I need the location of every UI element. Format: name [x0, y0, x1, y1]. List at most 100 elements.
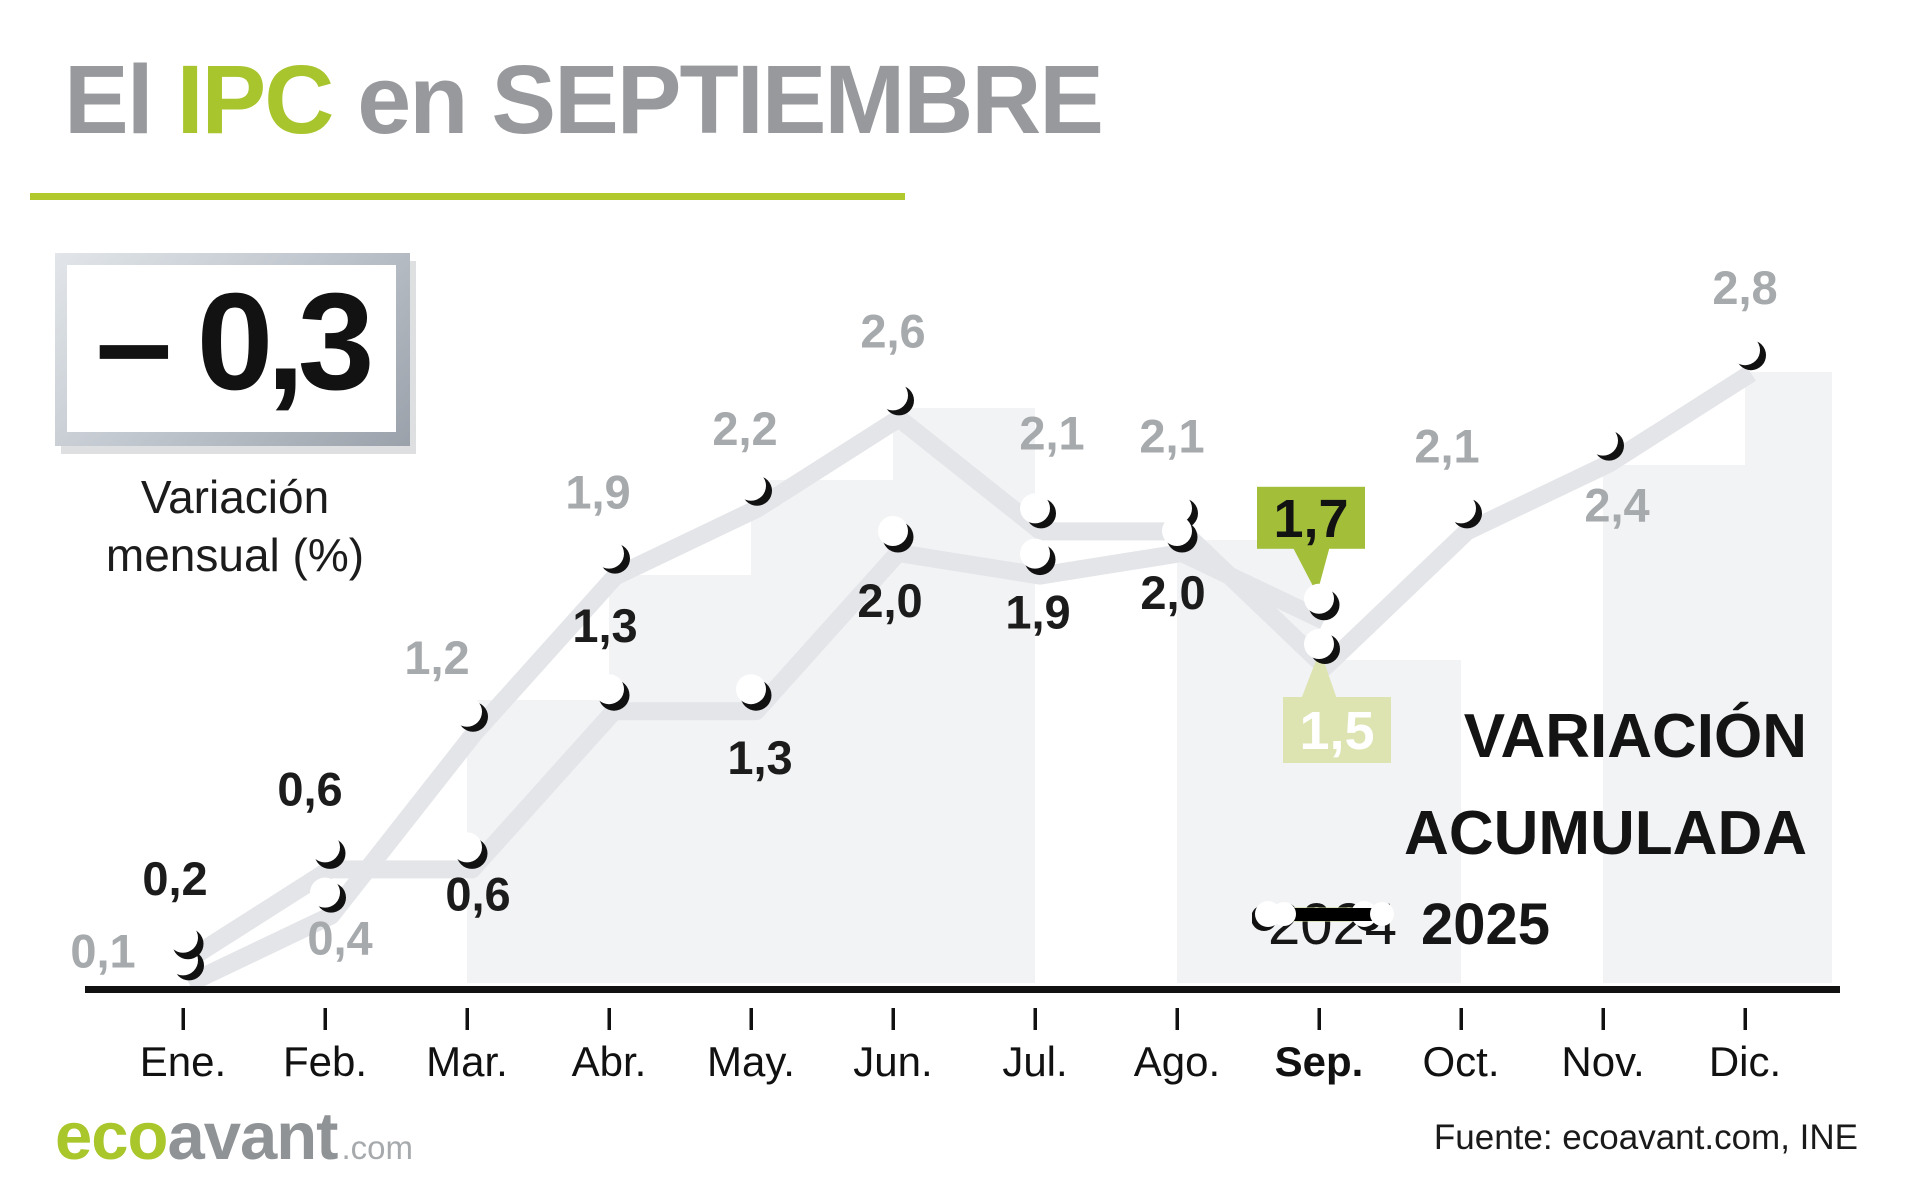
ghost-column: [751, 480, 893, 983]
value-label-2024-6: 2,1: [1019, 406, 1084, 459]
headline-label-line2: mensual (%): [105, 529, 365, 581]
logo-tld: .com: [341, 1129, 413, 1166]
x-axis-tick-4: [749, 1008, 753, 1030]
x-axis-tick-2: [465, 1008, 469, 1030]
value-label-2025-2: 0,6: [445, 867, 510, 920]
legend-sample-part: [1284, 908, 1382, 921]
logo-avant: avant: [167, 1099, 338, 1174]
month-label-Feb: Feb.: [283, 1038, 367, 1085]
legend-sample-part: [1272, 902, 1296, 926]
headline-value: – 0,3: [95, 265, 375, 419]
legend-title-line1: VARIACIÓN: [1463, 702, 1807, 771]
marker-2024-2: [452, 696, 482, 727]
marker-2024-7: [1162, 493, 1192, 524]
x-axis-tick-5: [891, 1008, 895, 1030]
month-label-Nov: Nov.: [1561, 1038, 1644, 1085]
marker-2025-0: [168, 922, 198, 953]
logo-eco: eco: [55, 1099, 168, 1174]
value-label-2025-1: 0,6: [277, 762, 342, 815]
marker-2024-4: [736, 470, 766, 501]
month-label-Ago: Ago.: [1134, 1038, 1220, 1085]
value-label-2024-1: 0,4: [307, 912, 372, 965]
x-axis-tick-1: [323, 1008, 327, 1030]
title-underline: [30, 193, 905, 200]
marker-2024-6: [1020, 493, 1050, 524]
month-label-Ene: Ene.: [140, 1038, 226, 1085]
ghost-column: [893, 408, 1035, 983]
ghost-column: [609, 575, 751, 983]
value-label-2025-7: 2,0: [1140, 566, 1205, 619]
legend-label-2025: 2025: [1421, 892, 1551, 957]
value-label-2024-4: 2,2: [712, 402, 777, 455]
x-axis-tick-7: [1175, 1008, 1179, 1030]
ghost-column: [1603, 465, 1745, 983]
line-2025-shadow: [183, 544, 1328, 968]
headline-number-box: – 0,3: [55, 253, 410, 446]
callout-1-5-label: 1,5: [1299, 701, 1374, 761]
marker-2025-1: [310, 832, 340, 863]
marker-2024-11: [1730, 335, 1760, 366]
value-label-2025-6: 1,9: [1005, 586, 1070, 639]
page-title: El IPC en SEPTIEMBRE: [64, 44, 1104, 156]
marker-2025-7: [1162, 516, 1192, 546]
legend-sample-part: [1370, 902, 1394, 926]
x-axis-line: [85, 986, 1840, 993]
value-label-2025-3: 1,3: [572, 599, 637, 652]
value-label-2024-9: 2,1: [1414, 419, 1479, 472]
callout-1-7-tail: [1292, 545, 1330, 594]
callout-1-5-tail: [1300, 650, 1338, 702]
ecoavant-logo: eco avant .com: [55, 1098, 413, 1175]
legend-row: 2024 2025: [1252, 891, 1550, 958]
marker-2024-8: [1304, 629, 1334, 659]
month-label-Dic: Dic.: [1709, 1038, 1781, 1085]
marker-2024-10: [1588, 425, 1618, 456]
x-axis-tick-8: [1317, 1008, 1321, 1030]
value-label-2024-10: 2,4: [1584, 479, 1649, 532]
title-highlight: IPC: [176, 45, 335, 154]
legend-title-line2: ACUMULADA: [1404, 799, 1807, 868]
marker-2025-6: [1020, 538, 1050, 569]
month-label-Mar: Mar.: [426, 1038, 508, 1085]
title-suffix: en SEPTIEMBRE: [332, 45, 1104, 154]
month-label-Jul: Jul.: [1002, 1038, 1067, 1085]
value-label-2025-4: 1,3: [727, 731, 792, 784]
value-label-2024-7: 2,1: [1139, 409, 1204, 462]
source-credit: Fuente: ecoavant.com, INE: [1433, 1118, 1858, 1157]
x-axis-tick-11: [1743, 1008, 1747, 1030]
value-label-2025-5: 2,0: [857, 574, 922, 627]
x-axis-tick-10: [1601, 1008, 1605, 1030]
callout-1-7-box: [1257, 486, 1365, 549]
value-label-2024-2: 1,2: [404, 631, 469, 684]
value-label-2024-11: 2,8: [1712, 261, 1777, 314]
value-label-2025-0: 0,2: [142, 852, 207, 905]
value-label-2024-5: 2,6: [860, 304, 925, 357]
title-prefix: El: [64, 45, 177, 154]
month-label-Abr: Abr.: [572, 1038, 647, 1085]
legend-title: VARIACIÓN ACUMULADA: [1404, 688, 1807, 882]
month-label-Jun: Jun.: [853, 1038, 932, 1085]
x-axis-tick-3: [607, 1008, 611, 1030]
legend-sample-2025-line: [1272, 902, 1394, 926]
x-axis-tick-6: [1033, 1008, 1037, 1030]
ghost-column: [1745, 372, 1832, 983]
marker-2024-9: [1446, 493, 1476, 524]
marker-2024-5: [878, 380, 908, 411]
value-label-2024-3: 1,9: [565, 466, 630, 519]
x-axis-tick-0: [181, 1008, 185, 1030]
x-axis-tick-9: [1459, 1008, 1463, 1030]
headline-label: Variación mensual (%): [55, 468, 415, 584]
value-label-2024-0: 0,1: [70, 924, 135, 977]
marker-2025-3: [594, 674, 624, 705]
marker-2024-3: [594, 538, 624, 569]
marker-2024-1: [310, 877, 340, 908]
month-label-Sep: Sep.: [1275, 1038, 1364, 1085]
month-label-Oct: Oct.: [1422, 1038, 1499, 1085]
month-label-May: May.: [707, 1038, 795, 1085]
marker-2025-5: [878, 516, 908, 546]
marker-2025-8: [1304, 583, 1334, 614]
headline-number-face: – 0,3: [67, 265, 396, 432]
line-2024-shadow: [185, 365, 1756, 992]
callout-1-7-label: 1,7: [1273, 489, 1348, 549]
